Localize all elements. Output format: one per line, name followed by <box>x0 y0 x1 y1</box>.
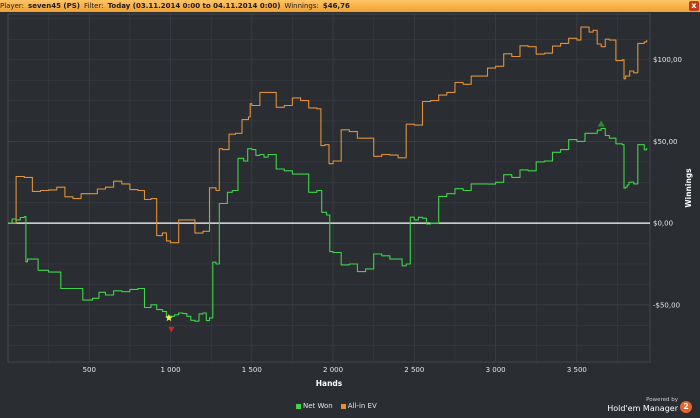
y-tick-label: $100,00 <box>653 56 682 64</box>
filter-info-bar: Player: seven45 (PS) Filter: Today (03.1… <box>0 0 700 12</box>
tick-labels: 500 1 000 1 500 2 000 2 500 3 000 3 500 $100,00… <box>83 56 682 374</box>
low-marker-triangle <box>168 326 175 333</box>
marker-layer <box>165 120 605 333</box>
y-tick-label: -$50,00 <box>653 301 680 309</box>
grid <box>7 13 651 363</box>
x-tick-label: 1 500 <box>242 366 262 374</box>
powered-by-text: Powered by <box>646 397 678 403</box>
filter-value: Today (03.11.2014 0:00 to 04.11.2014 0:0… <box>107 2 281 10</box>
peak-marker <box>597 120 605 127</box>
series-line-net-won <box>8 127 648 322</box>
x-tick-label: 3 000 <box>486 366 506 374</box>
filter-label: Filter: <box>84 2 104 10</box>
x-tick-label: 2 000 <box>323 366 343 374</box>
y-tick-label: $0,00 <box>653 220 673 228</box>
series-line-all-in-ev <box>8 26 648 244</box>
x-tick-label: 3 500 <box>567 366 587 374</box>
legend-item-all-in-ev[interactable]: All-in EV <box>340 402 377 410</box>
legend-label-net-won: Net Won <box>303 402 333 410</box>
low-marker-star <box>165 313 173 322</box>
brand-name: Hold'em Manager <box>607 404 678 413</box>
legend-item-net-won[interactable]: Net Won <box>296 402 333 410</box>
plot-frame <box>7 13 651 363</box>
x-tick-label: 1 000 <box>161 366 181 374</box>
winnings-label: Winnings: <box>284 2 319 10</box>
y-axis-title: Winnings <box>684 168 693 208</box>
winnings-value: $46,76 <box>322 2 350 10</box>
x-tick-label: 500 <box>83 366 96 374</box>
x-tick-label: 2 500 <box>404 366 424 374</box>
player-value: seven45 (PS) <box>28 2 80 10</box>
x-axis-title: Hands <box>316 379 343 388</box>
legend-swatch-all-in-ev <box>340 403 346 409</box>
close-button[interactable]: x <box>689 1 699 11</box>
legend-label-all-in-ev: All-in EV <box>347 402 377 410</box>
legend: Net Won All-in EV <box>296 402 377 410</box>
holdem-manager-branding: Powered by Hold'em Manager 2 <box>602 397 692 417</box>
series-layer <box>8 26 648 322</box>
legend-swatch-net-won <box>296 403 301 409</box>
y-tick-label: $50,00 <box>653 138 678 146</box>
player-label: Player: <box>0 2 25 10</box>
hm2-logo-icon: 2 <box>680 401 692 413</box>
